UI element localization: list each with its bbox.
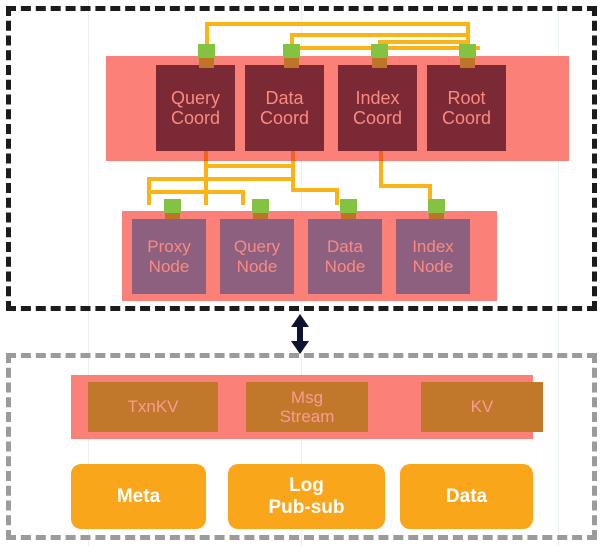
wire-segment	[379, 151, 383, 163]
wire-segment	[379, 184, 432, 188]
plug-cap-icon	[198, 44, 215, 59]
store-pill-label-line1: Data	[445, 485, 488, 507]
plug-cap-icon	[340, 199, 357, 214]
coordinator-label-line2: Coord	[259, 108, 310, 128]
plug-cap-icon	[371, 44, 388, 59]
plug-icon-query-coord	[198, 44, 215, 68]
wire-segment	[241, 190, 245, 205]
coordinator-label-line2: Coord	[170, 108, 221, 128]
node-box-index[interactable]: Index Node	[396, 219, 470, 294]
coordinator-label-line1: Query	[170, 87, 221, 108]
coordinator-box-query[interactable]: Query Coord	[156, 65, 235, 151]
plug-icon-index-node	[428, 199, 445, 223]
plug-base-icon	[372, 58, 387, 68]
coordinator-label-line2: Coord	[352, 108, 403, 128]
storage-service-txnkv[interactable]: TxnKV	[88, 382, 218, 432]
wire-segment	[428, 184, 432, 205]
plug-cap-icon	[428, 199, 445, 214]
wire-segment	[291, 161, 295, 192]
store-pill-data[interactable]: Data	[400, 464, 533, 529]
wire-segment	[204, 161, 208, 205]
wire-segment	[205, 22, 470, 26]
storage-service-label-line1: KV	[470, 397, 494, 417]
store-pill-meta[interactable]: Meta	[71, 464, 206, 529]
store-pill-label-line2: Pub-sub	[268, 496, 345, 518]
store-pill-label-line1: Log	[289, 475, 324, 497]
storage-service-msg-stream[interactable]: Msg Stream	[246, 382, 368, 432]
plug-cap-icon	[283, 44, 300, 59]
wire-segment	[204, 151, 208, 163]
plug-cap-icon	[252, 199, 269, 214]
node-label-line1: Proxy	[147, 237, 191, 257]
wire-segment	[291, 188, 339, 192]
plug-base-icon	[165, 213, 180, 223]
node-label-line1: Data	[327, 237, 363, 257]
plug-base-icon	[460, 58, 475, 68]
node-label-line2: Node	[412, 256, 454, 276]
coordinator-label-line1: Root	[447, 87, 486, 108]
plug-icon-query-node	[252, 199, 269, 223]
storage-service-kv[interactable]: KV	[421, 382, 543, 432]
store-pill-label-line1: Meta	[116, 485, 161, 507]
node-label-line2: Node	[148, 256, 190, 276]
plug-icon-proxy-node	[164, 199, 181, 223]
plug-base-icon	[341, 213, 356, 223]
wire-segment	[378, 40, 470, 44]
coordinator-box-index[interactable]: Index Coord	[338, 65, 417, 151]
wire-segment	[205, 22, 209, 48]
wire-segment	[147, 190, 245, 194]
wire-segment	[335, 188, 339, 205]
plug-icon-index-coord	[371, 44, 388, 68]
wire-segment	[204, 164, 292, 168]
node-label-line2: Node	[324, 256, 366, 276]
plug-base-icon	[429, 213, 444, 223]
wire-segment	[290, 33, 294, 48]
node-box-data[interactable]: Data Node	[308, 219, 382, 294]
compute-layer-container	[6, 6, 597, 311]
node-label-line1: Index	[412, 237, 454, 257]
plug-base-icon	[284, 58, 299, 68]
background-gridline	[558, 0, 559, 546]
plug-base-icon	[199, 58, 214, 68]
wire-segment	[290, 33, 470, 37]
plug-cap-icon	[164, 199, 181, 214]
wire-segment	[291, 151, 295, 163]
wire-segment	[147, 177, 292, 181]
storage-service-label-line1: Msg	[290, 387, 324, 407]
coordinator-box-root[interactable]: Root Coord	[427, 65, 506, 151]
wire-segment	[379, 161, 383, 188]
plug-icon-data-coord	[283, 44, 300, 68]
plug-icon-data-node	[340, 199, 357, 223]
node-label-line1: Query	[233, 237, 281, 257]
plug-cap-icon	[459, 44, 476, 59]
coordinator-label-line1: Data	[265, 87, 304, 108]
background-gridline	[88, 0, 89, 546]
coordinator-box-data[interactable]: Data Coord	[245, 65, 324, 151]
store-pill-log-pubsub[interactable]: Log Pub-sub	[228, 464, 385, 529]
bidirectional-arrow-icon	[289, 314, 311, 354]
storage-service-label-line2: Stream	[279, 407, 335, 426]
node-box-proxy[interactable]: Proxy Node	[132, 219, 206, 294]
plug-icon-root-coord	[459, 44, 476, 68]
storage-layer-container	[6, 353, 597, 540]
coordinator-label-line2: Coord	[441, 108, 492, 128]
node-label-line2: Node	[236, 256, 278, 276]
coordinator-label-line1: Index	[355, 87, 400, 108]
plug-base-icon	[253, 213, 268, 223]
storage-service-label-line1: TxnKV	[127, 397, 179, 417]
node-box-query[interactable]: Query Node	[220, 219, 294, 294]
